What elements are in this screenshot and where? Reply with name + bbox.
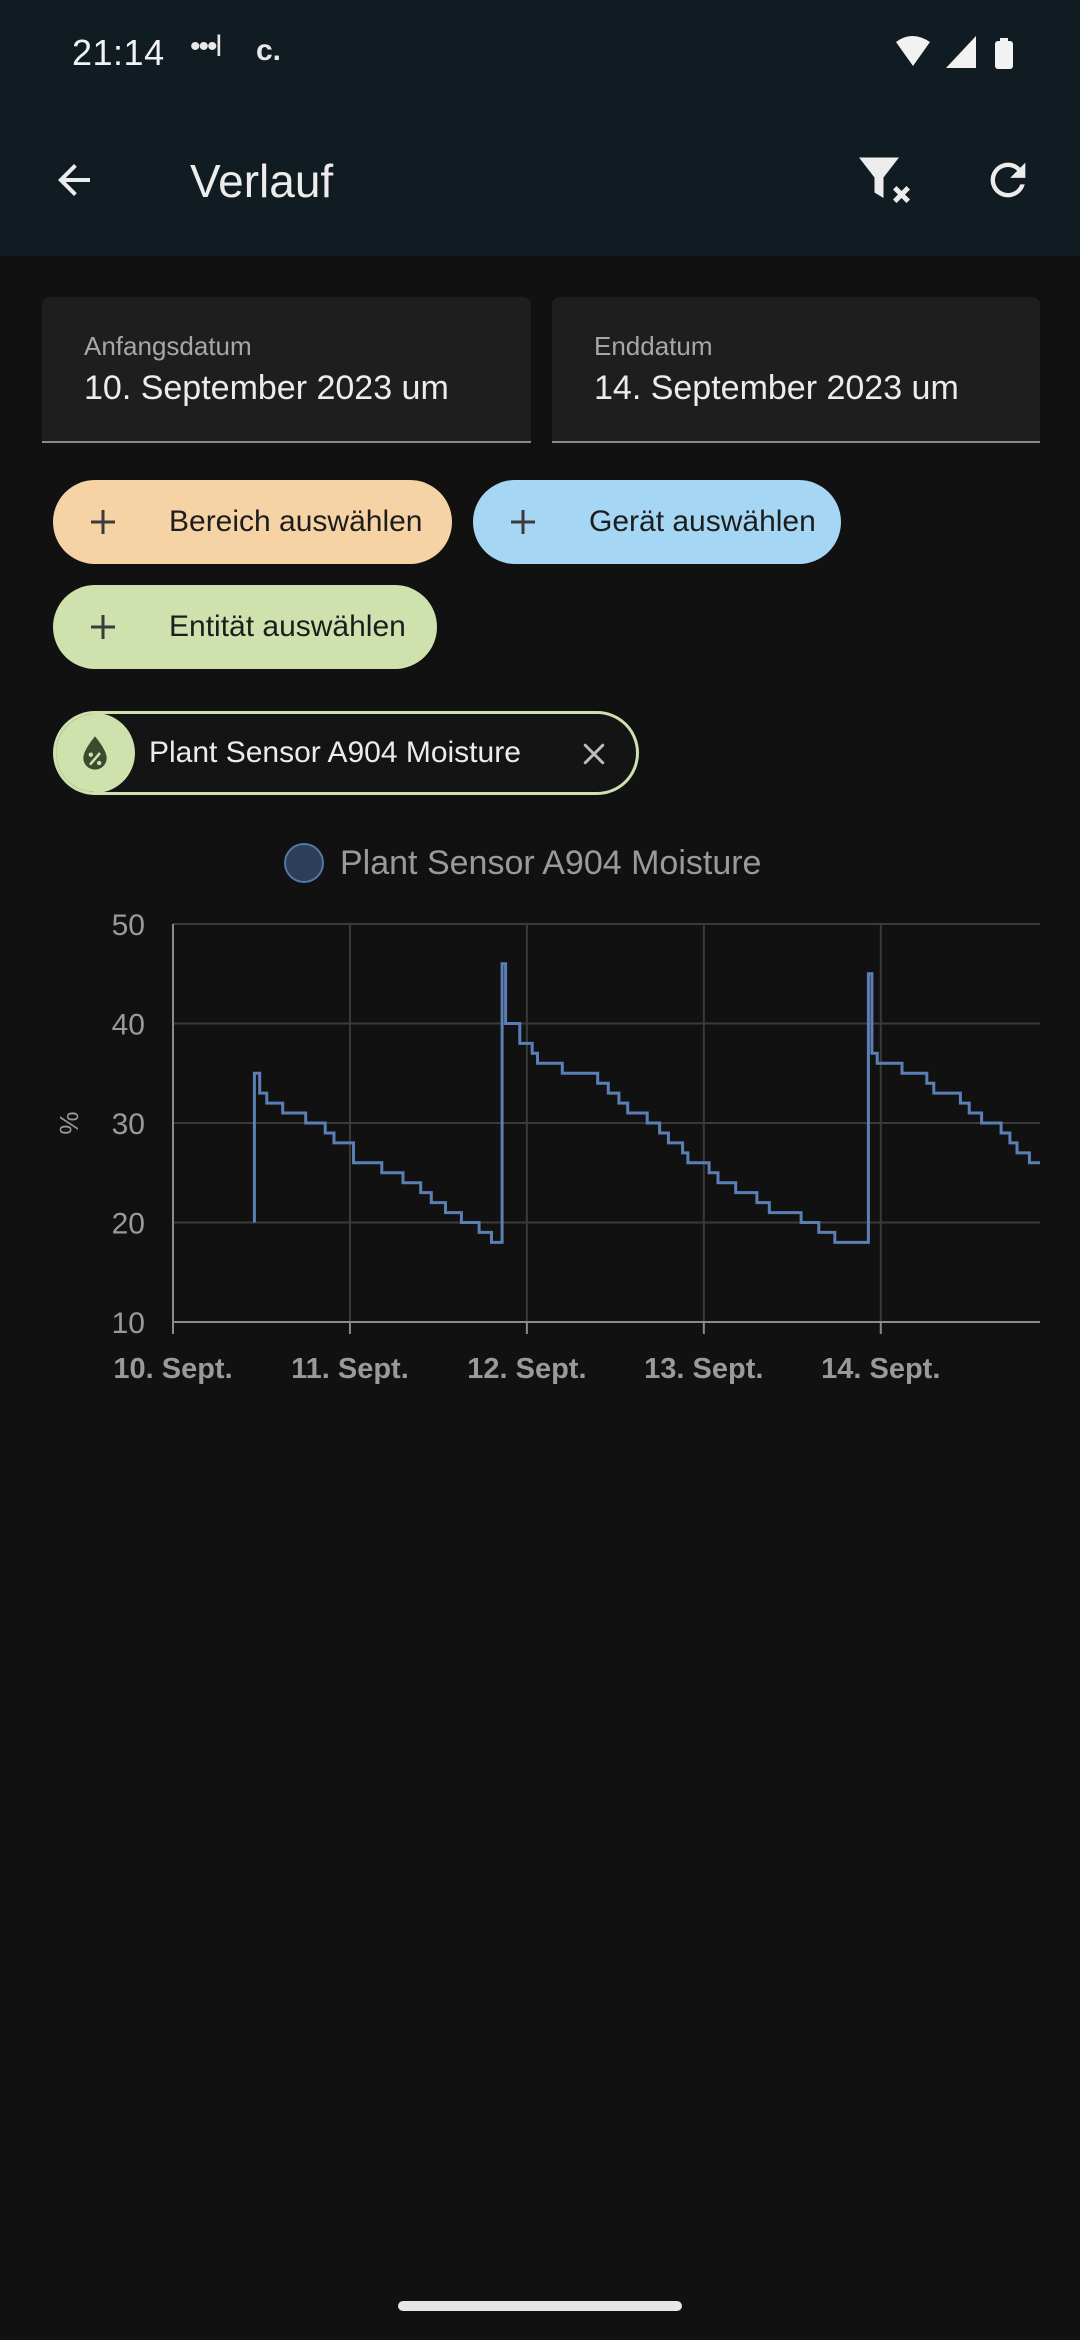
signal-icon	[946, 36, 976, 68]
start-date-value: 10. September 2023 um	[84, 369, 449, 407]
app-bar: Verlauf	[0, 110, 1080, 256]
end-date-label: Enddatum	[594, 331, 713, 361]
choose-entity-button[interactable]: Entität auswählen	[53, 585, 437, 669]
arrow-back-icon	[58, 164, 90, 196]
y-axis-label: %	[54, 1111, 84, 1134]
end-date-field[interactable]: Enddatum 14. September 2023 um	[552, 297, 1040, 443]
plus-icon	[501, 500, 545, 544]
plus-icon	[81, 500, 125, 544]
home-indicator[interactable]	[398, 2301, 682, 2311]
x-tick-label: 13. Sept.	[644, 1353, 763, 1385]
x-tick-label: 12. Sept.	[467, 1353, 586, 1385]
filter-remove-icon	[859, 157, 910, 203]
start-date-label: Anfangsdatum	[84, 331, 252, 361]
carrier-glyph: c.	[256, 34, 282, 67]
refresh-button[interactable]	[960, 132, 1056, 228]
water-percent-icon	[56, 714, 135, 792]
choose-area-label: Bereich auswählen	[169, 505, 423, 538]
legend-label: Plant Sensor A904 Moisture	[340, 843, 762, 882]
y-tick-label: 10	[112, 1307, 145, 1340]
y-tick-label: 40	[112, 1009, 145, 1042]
battery-icon	[995, 38, 1013, 69]
status-icons	[894, 34, 1024, 74]
back-button[interactable]	[26, 132, 122, 228]
status-bar: 21:14 •••l c.	[0, 0, 1080, 110]
legend-swatch	[284, 843, 324, 883]
chart-legend[interactable]: Plant Sensor A904 Moisture	[284, 838, 761, 888]
choose-device-label: Gerät auswählen	[589, 505, 816, 538]
wifi-icon	[896, 36, 930, 66]
clear-filter-button[interactable]	[836, 132, 932, 228]
choose-entity-label: Entität auswählen	[169, 610, 406, 643]
x-tick-label: 11. Sept.	[291, 1353, 409, 1385]
y-tick-label: 30	[112, 1108, 145, 1141]
choose-device-button[interactable]: Gerät auswählen	[473, 480, 841, 564]
y-tick-label: 20	[112, 1208, 145, 1241]
selected-entity-label: Plant Sensor A904 Moisture	[149, 736, 521, 769]
plus-icon	[81, 605, 125, 649]
x-tick-label: 10. Sept.	[113, 1353, 232, 1385]
history-chart: Plant Sensor A904 Moisture 10 20 30 40 50 10.…	[0, 820, 1080, 1420]
end-date-value: 14. September 2023 um	[594, 369, 959, 407]
status-time: 21:14	[72, 32, 165, 73]
x-tick-label: 14. Sept.	[821, 1353, 940, 1385]
chart-plot: 10 20 30 40 50 10. Sept. 11. Sept. 12. Sept. 13.…	[54, 909, 1040, 1385]
choose-area-button[interactable]: Bereich auswählen	[53, 480, 452, 564]
selected-entity-chip[interactable]: Plant Sensor A904 Moisture	[53, 711, 639, 795]
page-title: Verlauf	[190, 155, 334, 207]
top-bar: 21:14 •••l c.	[0, 0, 1080, 256]
y-tick-label: 50	[112, 909, 145, 942]
series-line	[252, 962, 1040, 1244]
notification-dots: •••l	[190, 30, 222, 63]
refresh-icon	[990, 162, 1026, 198]
remove-entity-icon[interactable]	[572, 732, 616, 776]
start-date-field[interactable]: Anfangsdatum 10. September 2023 um	[42, 297, 531, 443]
